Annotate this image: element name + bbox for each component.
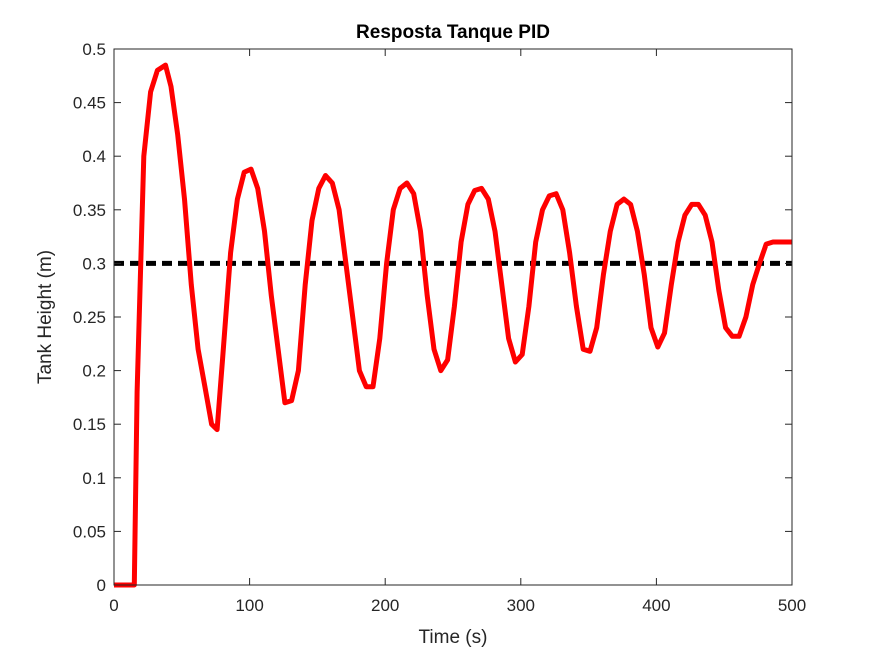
y-tick-label: 0.05 — [73, 522, 106, 541]
y-tick-label: 0.25 — [73, 308, 106, 327]
y-tick-label: 0.4 — [82, 147, 106, 166]
x-ticks: 0 100 200 300 400 500 — [109, 49, 806, 615]
x-tick-label: 500 — [778, 596, 806, 615]
y-tick-label: 0.3 — [82, 254, 106, 273]
y-tick-label: 0.45 — [73, 94, 106, 113]
x-tick-label: 200 — [371, 596, 399, 615]
series-layer — [114, 62, 792, 588]
y-ticks: 0 0.05 0.1 0.15 0.2 0.25 0.3 0.35 0.4 0.45 0.5 — [73, 40, 792, 595]
y-tick-label: 0.2 — [82, 362, 106, 381]
y-tick-label: 0.35 — [73, 201, 106, 220]
y-tick-label: 0.5 — [82, 40, 106, 59]
y-tick-label: 0.15 — [73, 415, 106, 434]
x-tick-label: 0 — [109, 596, 118, 615]
chart-title: Resposta Tanque PID — [356, 22, 550, 43]
x-tick-label: 400 — [642, 596, 670, 615]
x-axis-label: Time (s) — [419, 627, 488, 648]
y-tick-label: 0.1 — [82, 469, 106, 488]
x-tick-label: 100 — [235, 596, 263, 615]
tank-height-response-line — [114, 62, 792, 588]
y-tick-label: 0 — [97, 576, 106, 595]
x-tick-label: 300 — [507, 596, 535, 615]
y-axis-label: Tank Height (m) — [35, 250, 56, 384]
